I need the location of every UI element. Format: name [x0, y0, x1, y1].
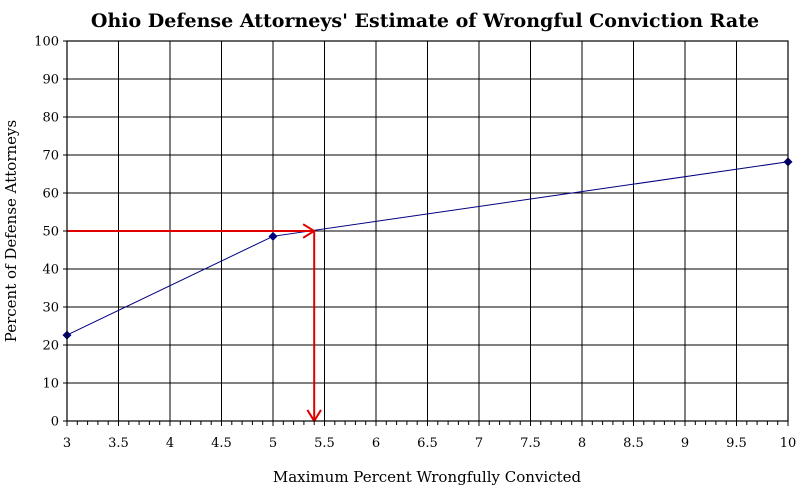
- x-tick-label: 8: [578, 436, 586, 451]
- annotation-layer: [67, 223, 322, 423]
- y-tick-label: 0: [51, 415, 59, 430]
- x-minor-ticks: [76, 421, 779, 425]
- x-tick-label: 9.5: [726, 436, 747, 451]
- x-tick-label: 7.5: [520, 436, 541, 451]
- y-tick-label: 30: [42, 301, 59, 316]
- y-tick-label: 10: [42, 377, 59, 392]
- x-tick-label: 7: [475, 436, 483, 451]
- x-tick-label: 5.5: [314, 436, 335, 451]
- x-tick-labels: 3 3.5 4 4.5 5 5.5 6 6.5 7 7.5 8 8.5 9 9.5 10: [63, 436, 796, 451]
- y-tick-label: 50: [42, 225, 59, 240]
- x-tick-label: 8.5: [623, 436, 644, 451]
- y-tick-label: 90: [42, 73, 59, 88]
- x-tick-label: 6.5: [417, 436, 438, 451]
- y-axis-label: Percent of Defense Attorneys: [2, 120, 20, 342]
- plot-frame: [66, 40, 789, 422]
- grid: [63, 40, 789, 426]
- y-tick-label: 70: [42, 149, 59, 164]
- x-tick-label: 10: [780, 436, 797, 451]
- x-tick-label: 6: [372, 436, 380, 451]
- y-tick-label: 100: [34, 35, 59, 50]
- y-tick-label: 20: [42, 339, 59, 354]
- y-tick-label: 60: [42, 187, 59, 202]
- x-tick-label: 3: [63, 436, 71, 451]
- x-tick-label: 4: [166, 436, 174, 451]
- chart-title: Ohio Defense Attorneys' Estimate of Wron…: [91, 10, 759, 32]
- y-tick-label: 40: [42, 263, 59, 278]
- data-point: [268, 231, 278, 241]
- y-tick-label: 80: [42, 111, 59, 126]
- x-tick-label: 5: [269, 436, 277, 451]
- x-tick-label: 9: [681, 436, 689, 451]
- y-tick-labels: 0 10 20 30 40 50 60 70 80 90 100: [34, 35, 59, 430]
- x-tick-label: 4.5: [211, 436, 232, 451]
- x-tick-label: 3.5: [108, 436, 129, 451]
- x-axis-label: Maximum Percent Wrongfully Convicted: [273, 468, 582, 486]
